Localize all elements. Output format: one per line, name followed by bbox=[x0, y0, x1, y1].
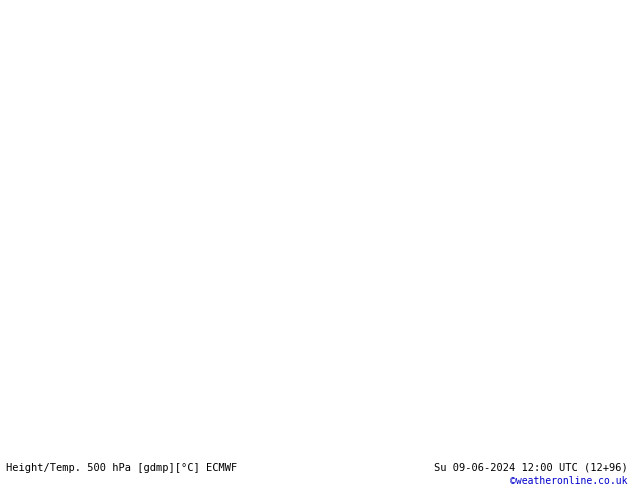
Text: Height/Temp. 500 hPa [gdmp][°C] ECMWF: Height/Temp. 500 hPa [gdmp][°C] ECMWF bbox=[6, 463, 238, 473]
Text: ©weatheronline.co.uk: ©weatheronline.co.uk bbox=[510, 476, 628, 486]
Text: Su 09-06-2024 12:00 UTC (12+96): Su 09-06-2024 12:00 UTC (12+96) bbox=[434, 463, 628, 473]
